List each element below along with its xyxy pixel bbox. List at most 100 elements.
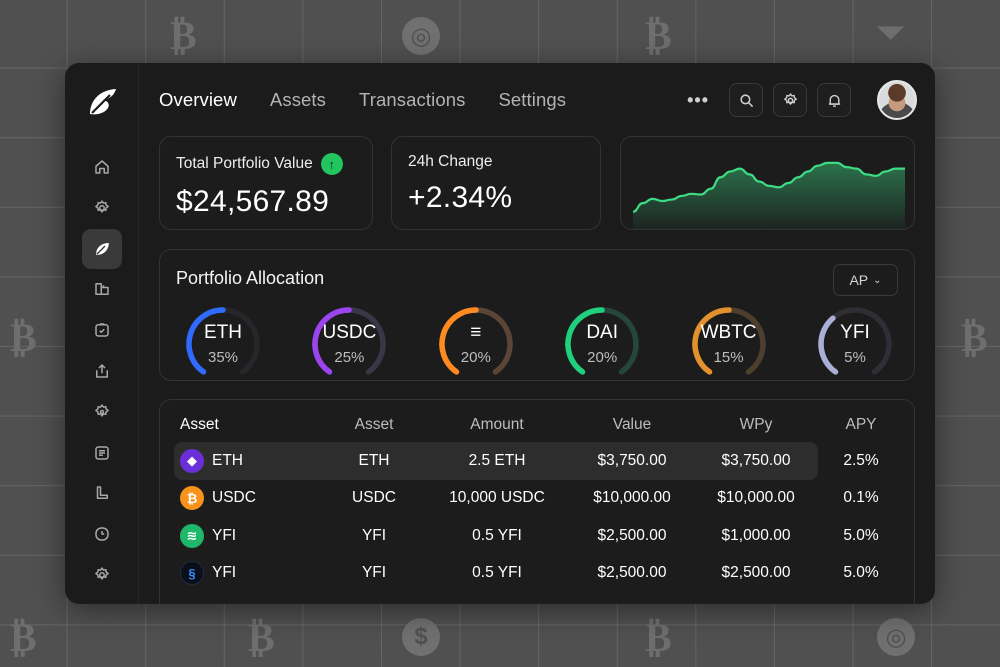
- leaf-icon: [95, 242, 109, 255]
- sidebar-nav: [81, 147, 122, 596]
- allocation-gauge[interactable]: YFI 5%: [814, 306, 896, 375]
- leaf-logo-icon[interactable]: [83, 83, 121, 121]
- bitcoin-icon: ₿: [645, 12, 672, 59]
- more-options-button[interactable]: •••: [687, 89, 709, 110]
- sidebar-item-export[interactable]: [82, 351, 122, 391]
- gauge-percentage: 20%: [460, 349, 491, 366]
- gauge-asset-name: ≡: [470, 322, 482, 343]
- funnel-icon: ⏷: [877, 13, 905, 53]
- wpy-cell: $1,000.00: [721, 526, 791, 544]
- sidebar-item-reports[interactable]: [82, 473, 122, 513]
- gauge-asset-name: DAI: [586, 322, 619, 343]
- ethereum-icon: ◆: [180, 448, 204, 473]
- clipboard-check-icon: [94, 323, 109, 337]
- home-icon: [94, 160, 109, 174]
- apy-cell: 2.5%: [843, 451, 879, 469]
- notifications-button[interactable]: [817, 83, 851, 117]
- change-24h-value: +2.34%: [408, 181, 513, 214]
- notes-icon: [94, 445, 109, 460]
- tab-overview[interactable]: Overview: [159, 89, 237, 110]
- column-header-value[interactable]: Value: [612, 416, 652, 433]
- asset-name-cell: ≋ YFI: [174, 517, 324, 555]
- wpy-cell: $2,500.00: [721, 564, 791, 582]
- value-cell: $2,500.00: [597, 526, 667, 544]
- asset-name-cell: ◆ ETH: [174, 442, 324, 480]
- sidebar: [65, 63, 139, 604]
- sidebar-item-settings[interactable]: [82, 188, 122, 228]
- allocation-gauge[interactable]: ETH 35%: [182, 306, 264, 375]
- asset-name-cell: § YFI: [174, 555, 324, 593]
- gauge-ring: [691, 307, 766, 375]
- column-header-amount[interactable]: Amount: [470, 416, 524, 433]
- allocation-gauge[interactable]: WBTC 15%: [688, 306, 770, 375]
- apy-cell: 5.0%: [843, 526, 879, 544]
- assets-table: Asset Asset Amount Value WPy APY ◆ ETH E…: [174, 408, 904, 592]
- upload-icon: [95, 364, 108, 378]
- tab-assets[interactable]: Assets: [269, 89, 327, 110]
- table-row[interactable]: § YFI YFI 0.5 YFI $2,500.00 $2,500.00 5.…: [174, 555, 904, 593]
- column-header-asset-name[interactable]: Asset: [180, 416, 219, 433]
- amount-cell: 10,000 USDC: [449, 489, 545, 507]
- assets-table-card: Asset Asset Amount Value WPy APY ◆ ETH E…: [159, 399, 915, 604]
- apy-cell: 5.0%: [843, 564, 879, 582]
- sidebar-item-portfolio[interactable]: [81, 228, 122, 269]
- column-header-apy[interactable]: APY: [845, 416, 877, 433]
- wpy-cell: $10,000.00: [717, 489, 795, 507]
- gauge-asset-name: USDC: [322, 322, 377, 343]
- settings-icon: [94, 403, 109, 417]
- allocation-card: Portfolio Allocation AP ⌄ ETH 35% USDC 2…: [159, 249, 915, 381]
- chart-corner-icon: [96, 486, 108, 500]
- asset-symbol-cell: ETH: [324, 442, 424, 480]
- allocation-gauge[interactable]: USDC 25%: [308, 306, 390, 375]
- allocation-title: Portfolio Allocation: [176, 268, 325, 288]
- total-portfolio-value: $24,567.89: [176, 185, 330, 218]
- gauge-ring: [312, 307, 387, 375]
- portfolio-sparkline-chart: [632, 161, 905, 229]
- green-swirl-icon: ≋: [180, 523, 204, 548]
- gauge-asset-name: YFI: [840, 322, 870, 343]
- amount-cell: 0.5 YFI: [472, 526, 522, 544]
- bitcoin-icon: ₿: [10, 614, 37, 661]
- blue-swirl-icon: §: [180, 561, 204, 586]
- search-button[interactable]: [729, 83, 763, 117]
- app-window: Overview Assets Transactions Settings ••…: [65, 63, 935, 604]
- gauge-percentage: 20%: [587, 349, 618, 366]
- allocation-gauge[interactable]: DAI 20%: [561, 306, 643, 375]
- column-header-wpy[interactable]: WPy: [739, 416, 773, 433]
- tab-transactions[interactable]: Transactions: [359, 89, 466, 110]
- search-icon: [739, 93, 753, 107]
- bitcoin-icon: ₿: [961, 314, 988, 361]
- allocation-gauge[interactable]: ≡ 20%: [435, 306, 517, 375]
- table-row[interactable]: ₿ USDC USDC 10,000 USDC $10,000.00 $10,0…: [174, 480, 904, 518]
- gear-icon: [783, 92, 797, 105]
- gauge-percentage: 15%: [713, 349, 744, 366]
- table-row[interactable]: ◆ ETH ETH 2.5 ETH $3,750.00 $3,750.00 2.…: [174, 442, 904, 480]
- gauge-percentage: 35%: [207, 349, 239, 366]
- gauge-ring: [186, 307, 260, 375]
- sidebar-item-home[interactable]: [82, 147, 122, 187]
- sparkline-card: [620, 136, 915, 230]
- cog-icon: [94, 567, 109, 580]
- sidebar-item-history[interactable]: [82, 514, 122, 554]
- column-header-asset[interactable]: Asset: [354, 416, 394, 433]
- sidebar-item-wallet[interactable]: [82, 269, 122, 309]
- bitcoin-icon: ₿: [10, 314, 37, 361]
- user-avatar[interactable]: [877, 80, 917, 120]
- asset-name-cell: ₿ USDC: [174, 480, 324, 518]
- coin-icon: ◎: [402, 17, 440, 55]
- sidebar-item-config[interactable]: [82, 555, 122, 595]
- value-cell: $2,500.00: [597, 564, 667, 582]
- tab-settings[interactable]: Settings: [498, 89, 567, 110]
- asset-name: ETH: [212, 451, 243, 469]
- chevron-down-icon: ⌄: [873, 274, 882, 286]
- wpy-cell: $3,750.00: [694, 442, 818, 480]
- settings-button[interactable]: [773, 83, 807, 117]
- allocation-filter-select[interactable]: AP ⌄: [833, 264, 898, 296]
- bitcoin-icon: ₿: [645, 614, 672, 661]
- sidebar-item-tasks[interactable]: [82, 310, 122, 350]
- table-row[interactable]: ≋ YFI YFI 0.5 YFI $2,500.00 $1,000.00 5.…: [174, 517, 904, 555]
- sidebar-item-notes[interactable]: [82, 433, 122, 473]
- sidebar-item-preferences[interactable]: [82, 392, 122, 432]
- amount-cell: 0.5 YFI: [472, 564, 522, 582]
- bitcoin-icon: ₿: [170, 12, 197, 59]
